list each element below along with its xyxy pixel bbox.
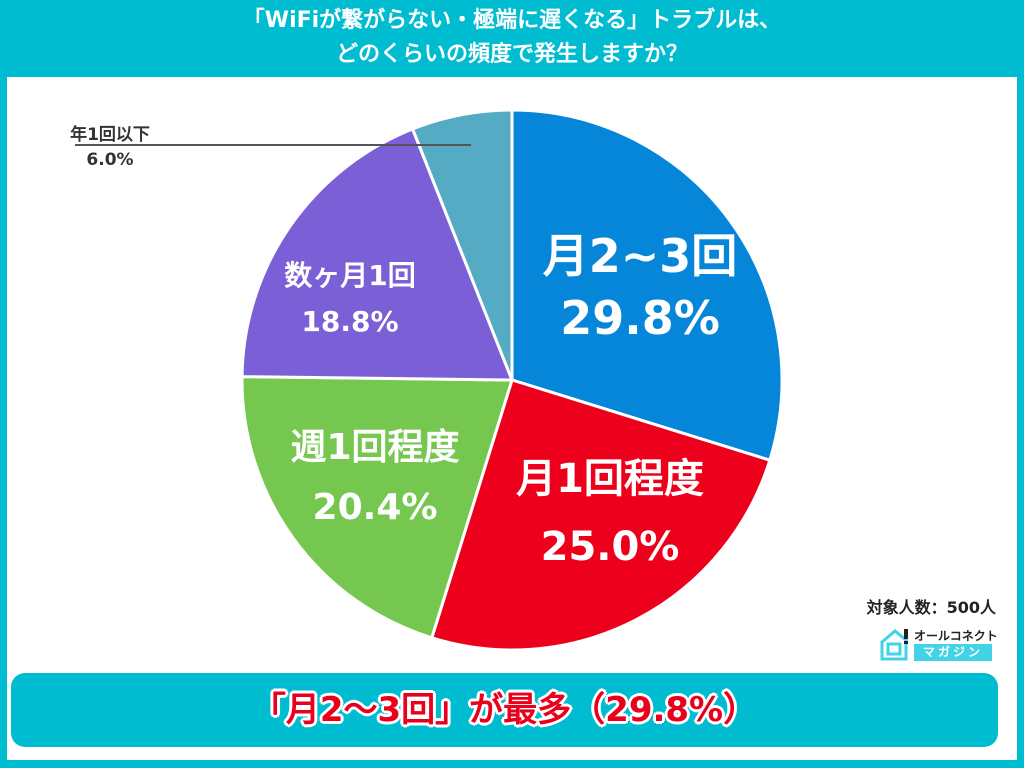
label-monthly-once: 月1回程度 25.0%: [490, 445, 730, 581]
brand-logo: オールコネクト マガジン: [880, 627, 998, 663]
chart-title: 「WiFiが繋がらない・極端に遅くなる」トラブルは、 どのくらいの頻度で発生しま…: [0, 0, 1024, 72]
slice-name: 月2~3回: [542, 229, 738, 283]
conclusion-banner: 「月2〜3回」が最多（29.8%）: [11, 673, 998, 747]
pie-slice: [429, 378, 772, 652]
slice-name: 年1回以下: [70, 125, 150, 145]
slice-name: 週1回程度: [290, 427, 460, 468]
title-line-2: どのくらいの頻度で発生しますか？: [335, 42, 688, 67]
conclusion-text: 「月2〜3回」が最多（29.8%）: [251, 690, 758, 730]
slice-value: 20.4%: [312, 487, 438, 528]
leader-line: [75, 144, 471, 146]
slice-value: 18.8%: [301, 305, 399, 338]
label-few-months: 数ヶ月1回 18.8%: [260, 253, 440, 345]
logo-text-bottom: マガジン: [914, 644, 992, 661]
label-weekly-once: 週1回程度 20.4%: [255, 418, 495, 538]
pie-slice: [510, 108, 784, 463]
label-year-or-less: 年1回以下: [70, 120, 150, 145]
slice-value: 6.0%: [86, 150, 134, 170]
slice-value: 29.8%: [560, 291, 720, 345]
pie-slice: [240, 375, 515, 640]
sample-size: 対象人数：500人: [866, 598, 996, 617]
house-icon: [880, 629, 908, 661]
logo-text-top: オールコネクト: [914, 629, 998, 643]
slice-value: 25.0%: [540, 524, 680, 570]
label-monthly-2-3: 月2~3回 29.8%: [520, 225, 760, 349]
pie-slice: [410, 108, 514, 381]
value-year-or-less: 6.0%: [70, 150, 150, 170]
slice-name: 数ヶ月1回: [284, 259, 416, 292]
slice-name: 月1回程度: [516, 456, 704, 502]
title-line-1: 「WiFiが繋がらない・極端に遅くなる」トラブルは、: [242, 8, 782, 33]
